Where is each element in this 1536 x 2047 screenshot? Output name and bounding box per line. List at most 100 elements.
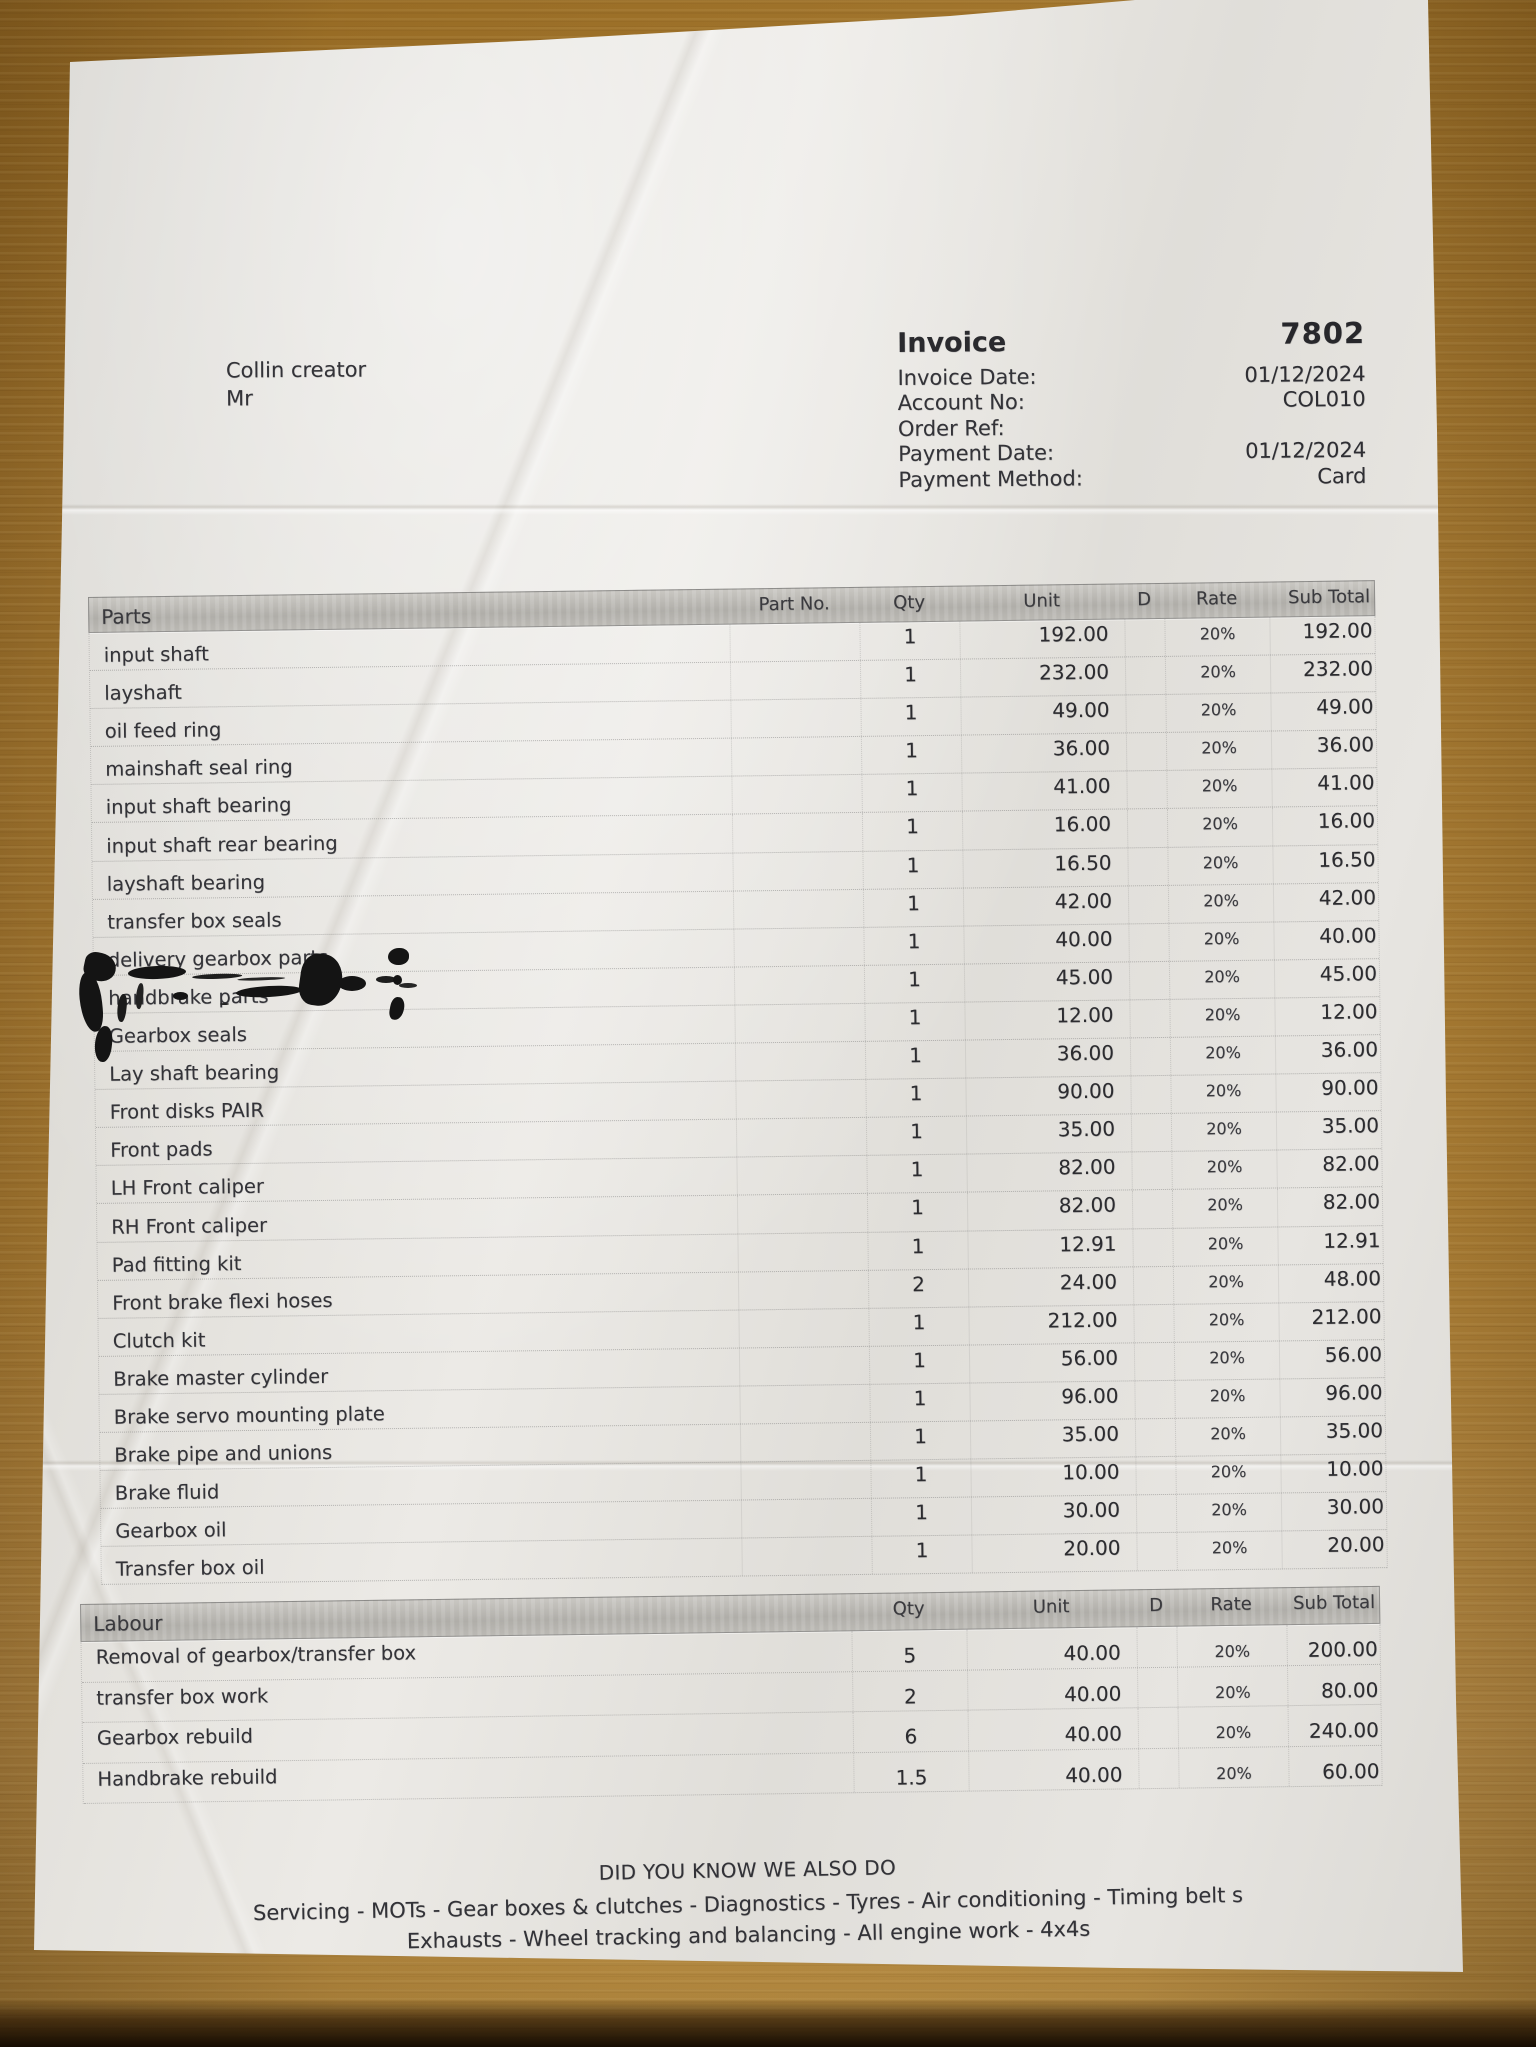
part-vat-rate: 20% [1168,960,1275,999]
part-unit-price: 24.00 [967,1266,1134,1307]
part-subtotal: 20.00 [1281,1530,1389,1569]
part-qty: 1 [868,1307,969,1346]
table-edge-shadow [0,1999,1536,2047]
part-qty: 1 [865,1116,967,1156]
part-qty: 1 [859,621,960,660]
part-subtotal: 42.00 [1272,882,1381,922]
part-d-cell [1135,1494,1177,1533]
part-qty: 1 [861,773,962,813]
part-d-cell [1133,1342,1175,1381]
part-vat-rate: 20% [1172,1226,1278,1266]
part-number-cell [739,1422,871,1462]
part-number-cell [740,1460,871,1500]
part-vat-rate: 20% [1172,1265,1279,1304]
part-number-cell [731,775,862,815]
part-d-cell [1133,1304,1174,1343]
customer-name: Collin creator [225,357,367,383]
part-subtotal: 48.00 [1277,1263,1386,1303]
part-unit-price: 96.00 [969,1381,1135,1421]
part-vat-rate: 20% [1175,1493,1282,1533]
labour-d-cell [1137,1707,1179,1748]
part-unit-price: 12.91 [967,1228,1133,1269]
ink-blot [173,992,188,1000]
invoice-number: 7802 [1280,315,1366,351]
part-vat-rate: 20% [1174,1417,1281,1456]
part-number-cell [729,660,861,700]
part-vat-rate: 20% [1167,884,1274,923]
part-number-cell [732,889,864,929]
part-vat-rate: 20% [1173,1303,1279,1342]
col-unit: Unit [1023,590,1061,612]
invoice-field-value: 01/12/2024 [1244,361,1366,387]
part-d-cell [1128,923,1169,962]
part-d-cell [1131,1152,1172,1190]
labour-table-body: Removal of gearbox/transfer box 5 40.00 … [80,1623,1384,1804]
part-d-cell [1126,771,1167,809]
part-subtotal: 212.00 [1278,1301,1386,1341]
part-d-cell [1129,1037,1171,1076]
part-vat-rate: 20% [1168,922,1274,961]
invoice-header: 7802 Invoice Invoice Date: 01/12/2024 Ac… [897,314,1366,492]
part-qty: 1 [868,1345,970,1384]
invoice-field-value: 01/12/2024 [1245,438,1367,464]
part-subtotal: 82.00 [1276,1149,1384,1188]
invoice-field-label: Order Ref: [897,415,1005,441]
part-subtotal: 36.00 [1270,730,1379,769]
part-subtotal: 16.00 [1271,806,1380,846]
labour-subtotal: 80.00 [1286,1664,1383,1706]
footer-promo: DID YOU KNOW WE ALSO DO Servicing - MOTs… [117,1846,1378,1962]
part-number-cell [733,927,864,967]
part-subtotal: 12.00 [1274,997,1382,1036]
customer-block: Collin creator Mr [226,356,367,413]
labour-d-cell [1136,1667,1178,1708]
part-subtotal: 56.00 [1278,1339,1387,1379]
part-unit-price: 16.00 [961,809,1128,850]
col-rate: Rate [1195,587,1238,610]
invoice-field-row: Payment Method: Card [898,463,1366,492]
part-subtotal: 30.00 [1280,1492,1389,1531]
part-d-cell [1132,1266,1174,1305]
part-number-cell [736,1194,868,1234]
part-number-cell [740,1498,872,1538]
part-subtotal: 36.00 [1274,1035,1383,1074]
part-d-cell [1136,1533,1177,1571]
labour-subtotal: 240.00 [1287,1704,1384,1746]
part-unit-price: 35.00 [965,1114,1132,1154]
part-qty: 1 [863,964,965,1003]
part-qty: 1 [860,697,961,737]
part-number-cell [735,1118,867,1157]
part-number-cell [739,1384,870,1424]
part-qty: 1 [870,1459,971,1498]
part-unit-price: 42.00 [962,886,1129,926]
part-subtotal: 41.00 [1271,768,1379,807]
part-qty: 1 [861,812,963,851]
part-d-cell [1134,1418,1176,1457]
part-unit-price: 232.00 [959,657,1126,697]
part-qty: 1 [871,1535,972,1575]
part-name: Transfer box oil [115,1556,265,1582]
part-vat-rate: 20% [1174,1379,1280,1418]
part-d-cell [1132,1228,1173,1266]
part-unit-price: 10.00 [970,1457,1136,1497]
part-qty: 1 [865,1078,966,1118]
labour-vat-rate: 20% [1176,1625,1287,1667]
part-subtotal: 12.91 [1277,1225,1385,1265]
invoice-field-label: Payment Method: [898,465,1083,492]
part-qty: 1 [870,1497,972,1537]
col-sub-total: Sub Total [1287,586,1371,609]
labour-col-rate: Rate [1210,1593,1252,1616]
labour-subtotal: 60.00 [1288,1745,1384,1787]
part-unit-price: 49.00 [960,695,1126,735]
labour-d-cell [1138,1748,1179,1789]
part-number-cell [738,1308,869,1348]
part-d-cell [1130,1114,1172,1152]
part-unit-price: 212.00 [968,1305,1134,1345]
part-vat-rate: 20% [1165,693,1271,733]
invoice-field-value: COL010 [1282,387,1366,413]
part-number-cell [734,1003,865,1043]
invoice-field-label: Payment Date: [898,440,1055,467]
part-number-cell [732,851,863,891]
ink-blot [393,975,402,985]
part-vat-rate: 20% [1171,1150,1277,1190]
part-vat-rate: 20% [1166,807,1273,847]
